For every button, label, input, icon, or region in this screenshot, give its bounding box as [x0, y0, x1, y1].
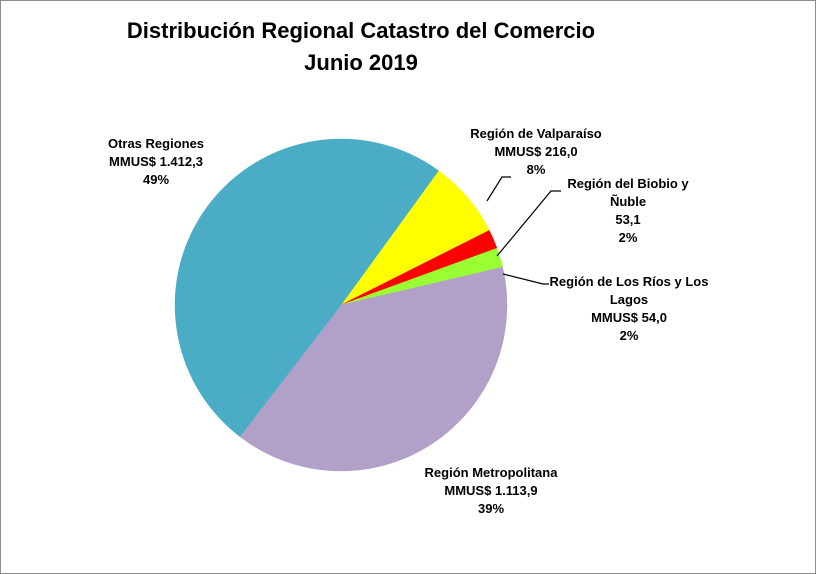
label-losrios-value: MMUS$ 54,0: [591, 310, 667, 325]
chart-title-line1: Distribución Regional Catastro del Comer…: [126, 18, 596, 43]
chart-title-line2: Junio 2019: [304, 50, 418, 75]
label-metropolitana-value: MMUS$ 1.113,9: [444, 483, 538, 498]
label-otras-percent: 49%: [142, 172, 170, 187]
leader-line-losrios: [502, 273, 549, 285]
slice-otras: [174, 138, 439, 437]
label-valparaiso-name: Región de Valparaíso: [470, 126, 602, 141]
label-biobio-percent: 2%: [618, 230, 638, 245]
slice-metropolitana: [239, 266, 508, 472]
chart-title: Distribución Regional Catastro del Comer…: [81, 15, 641, 79]
label-losrios-name-2: Lagos: [609, 292, 649, 307]
label-biobio-name-2: Ñuble: [609, 194, 647, 209]
label-metropolitana-name: Región Metropolitana: [424, 465, 558, 480]
leader-line-biobio: [496, 190, 561, 257]
label-valparaiso-percent: 8%: [526, 162, 546, 177]
label-biobio: Región del Biobio y Ñuble 53,1 2%: [553, 175, 703, 247]
label-otras: Otras Regiones MMUS$ 1.412,3 49%: [81, 135, 231, 189]
label-metropolitana-percent: 39%: [477, 501, 505, 516]
leader-line-valparaiso: [486, 176, 511, 202]
label-biobio-name-1: Región del Biobio y: [567, 176, 689, 191]
label-otras-value: MMUS$ 1.412,3: [109, 154, 203, 169]
label-losrios-name-1: Región de Los Ríos y Los: [549, 274, 709, 289]
label-losrios-percent: 2%: [619, 328, 639, 343]
label-biobio-value: 53,1: [615, 212, 641, 227]
label-otras-name: Otras Regiones: [107, 136, 205, 151]
label-valparaiso-value: MMUS$ 216,0: [494, 144, 578, 159]
label-valparaiso: Región de Valparaíso MMUS$ 216,0 8%: [441, 125, 631, 179]
label-losrios: Región de Los Ríos y Los Lagos MMUS$ 54,…: [544, 273, 714, 345]
label-metropolitana: Región Metropolitana MMUS$ 1.113,9 39%: [401, 464, 581, 518]
